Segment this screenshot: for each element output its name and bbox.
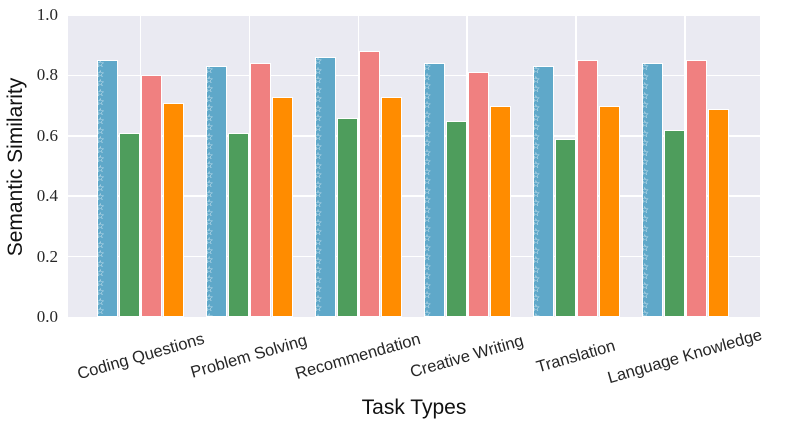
bar-group: ☆ ☆ ☆ ☆ ☆ ☆ ☆ ☆ ☆ ☆ ☆ ☆ ☆ ☆ ☆ ☆ ☆ ☆ ☆ ☆ … [314, 51, 402, 317]
bar-series-orange-crosshatch [707, 108, 729, 317]
bar-series-orange-crosshatch [598, 105, 620, 317]
x-tick-label: Problem Solving [189, 331, 310, 382]
bar-series-orange-crosshatch [163, 102, 184, 317]
bar-series-coral-circles [141, 75, 162, 317]
bar-series-green-dots [227, 132, 249, 317]
star-pattern: ☆ ☆ ☆ ☆ ☆ ☆ ☆ ☆ ☆ ☆ ☆ ☆ ☆ ☆ ☆ ☆ ☆ ☆ ☆ ☆ … [205, 66, 216, 316]
y-tick-label: 0.8 [36, 65, 58, 85]
x-tick-label: Coding Questions [74, 329, 206, 384]
bar-series-coral-circles [576, 60, 598, 317]
gridline-horizontal [68, 135, 760, 137]
bar-series-orange-crosshatch [380, 96, 402, 317]
gridline-vertical [575, 15, 577, 317]
plot-area: ☆ ☆ ☆ ☆ ☆ ☆ ☆ ☆ ☆ ☆ ☆ ☆ ☆ ☆ ☆ ☆ ☆ ☆ ☆ ☆ … [68, 15, 760, 317]
bar-group: ☆ ☆ ☆ ☆ ☆ ☆ ☆ ☆ ☆ ☆ ☆ ☆ ☆ ☆ ☆ ☆ ☆ ☆ ☆ ☆ … [97, 60, 184, 317]
bar-series-blue-stars: ☆ ☆ ☆ ☆ ☆ ☆ ☆ ☆ ☆ ☆ ☆ ☆ ☆ ☆ ☆ ☆ ☆ ☆ ☆ ☆ … [314, 57, 336, 317]
bar-series-green-dots [336, 117, 358, 317]
bar-series-blue-stars: ☆ ☆ ☆ ☆ ☆ ☆ ☆ ☆ ☆ ☆ ☆ ☆ ☆ ☆ ☆ ☆ ☆ ☆ ☆ ☆ … [423, 63, 445, 317]
star-pattern: ☆ ☆ ☆ ☆ ☆ ☆ ☆ ☆ ☆ ☆ ☆ ☆ ☆ ☆ ☆ ☆ ☆ ☆ ☆ ☆ … [97, 60, 107, 316]
y-tick-label: 0.4 [36, 186, 58, 206]
y-tick-label: 0.6 [36, 125, 58, 145]
bar-series-orange-crosshatch [489, 105, 511, 317]
x-tick-label: Creative Writing [408, 331, 526, 382]
gridline-vertical [248, 15, 251, 317]
gridline-vertical [357, 15, 360, 317]
bar-series-green-dots [119, 132, 140, 317]
x-tick-label: Recommendation [293, 330, 423, 383]
star-pattern: ☆ ☆ ☆ ☆ ☆ ☆ ☆ ☆ ☆ ☆ ☆ ☆ ☆ ☆ ☆ ☆ ☆ ☆ ☆ ☆ … [314, 57, 325, 316]
bar-group: ☆ ☆ ☆ ☆ ☆ ☆ ☆ ☆ ☆ ☆ ☆ ☆ ☆ ☆ ☆ ☆ ☆ ☆ ☆ ☆ … [641, 60, 729, 317]
star-pattern: ☆ ☆ ☆ ☆ ☆ ☆ ☆ ☆ ☆ ☆ ☆ ☆ ☆ ☆ ☆ ☆ ☆ ☆ ☆ ☆ … [532, 66, 543, 316]
star-pattern: ☆ ☆ ☆ ☆ ☆ ☆ ☆ ☆ ☆ ☆ ☆ ☆ ☆ ☆ ☆ ☆ ☆ ☆ ☆ ☆ … [423, 63, 434, 316]
bar-group: ☆ ☆ ☆ ☆ ☆ ☆ ☆ ☆ ☆ ☆ ☆ ☆ ☆ ☆ ☆ ☆ ☆ ☆ ☆ ☆ … [423, 63, 511, 317]
bar-group: ☆ ☆ ☆ ☆ ☆ ☆ ☆ ☆ ☆ ☆ ☆ ☆ ☆ ☆ ☆ ☆ ☆ ☆ ☆ ☆ … [532, 60, 620, 317]
x-tick-label: Language Knowledge [605, 325, 765, 388]
gridline-vertical [466, 15, 468, 317]
bar-series-coral-circles [467, 72, 489, 317]
gridline-vertical [139, 15, 142, 317]
bar-series-blue-stars: ☆ ☆ ☆ ☆ ☆ ☆ ☆ ☆ ☆ ☆ ☆ ☆ ☆ ☆ ☆ ☆ ☆ ☆ ☆ ☆ … [205, 66, 227, 317]
gridline-horizontal [68, 255, 760, 258]
bar-series-blue-stars: ☆ ☆ ☆ ☆ ☆ ☆ ☆ ☆ ☆ ☆ ☆ ☆ ☆ ☆ ☆ ☆ ☆ ☆ ☆ ☆ … [532, 66, 554, 317]
y-tick-label: 1.0 [36, 5, 58, 24]
bar-group: ☆ ☆ ☆ ☆ ☆ ☆ ☆ ☆ ☆ ☆ ☆ ☆ ☆ ☆ ☆ ☆ ☆ ☆ ☆ ☆ … [205, 63, 293, 317]
bar-series-coral-circles [249, 63, 271, 317]
gridline-horizontal [68, 195, 760, 197]
y-axis-label: Semantic Similarity [4, 77, 27, 257]
gridline-horizontal [68, 15, 760, 16]
y-tick-label: 0.2 [36, 246, 58, 266]
gridline-horizontal [68, 74, 760, 77]
bar-series-coral-circles [358, 51, 380, 317]
gridline-vertical [684, 15, 686, 317]
bar-series-green-dots [445, 120, 467, 317]
bar-series-coral-circles [685, 60, 707, 317]
y-tick-label: 0.0 [36, 307, 58, 326]
bar-series-orange-crosshatch [271, 96, 293, 317]
bar-series-green-dots [663, 129, 685, 317]
bar-series-green-dots [554, 138, 576, 317]
star-pattern: ☆ ☆ ☆ ☆ ☆ ☆ ☆ ☆ ☆ ☆ ☆ ☆ ☆ ☆ ☆ ☆ ☆ ☆ ☆ ☆ … [641, 63, 652, 316]
bar-series-blue-stars: ☆ ☆ ☆ ☆ ☆ ☆ ☆ ☆ ☆ ☆ ☆ ☆ ☆ ☆ ☆ ☆ ☆ ☆ ☆ ☆ … [97, 60, 118, 317]
x-axis-label: Task Types [361, 396, 467, 419]
bar-series-blue-stars: ☆ ☆ ☆ ☆ ☆ ☆ ☆ ☆ ☆ ☆ ☆ ☆ ☆ ☆ ☆ ☆ ☆ ☆ ☆ ☆ … [641, 63, 663, 317]
